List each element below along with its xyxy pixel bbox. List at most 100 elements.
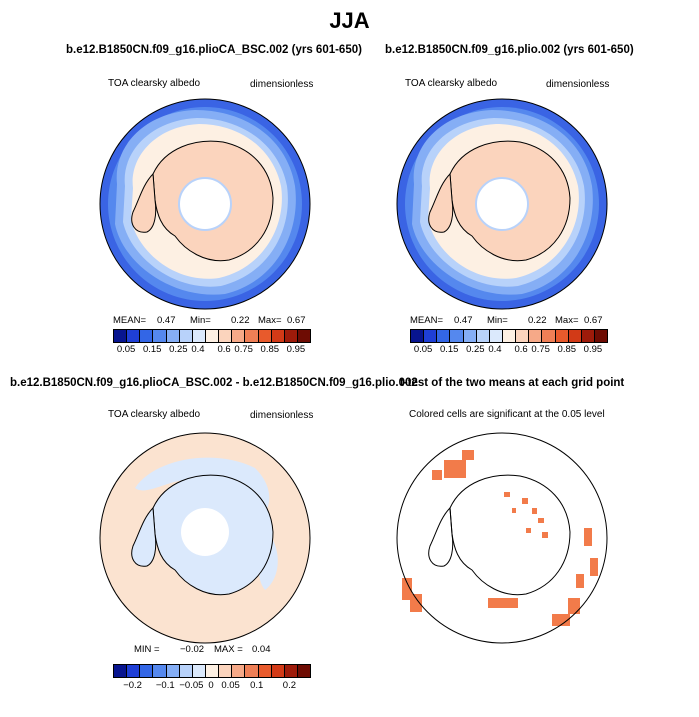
- map-border: [396, 432, 608, 644]
- colorbar-swatch: [555, 330, 569, 342]
- colorbar-swatch: [205, 665, 220, 677]
- colorbar-swatch: [140, 330, 154, 342]
- min-value-top-right: 0.22: [528, 315, 547, 326]
- significant-cell: [538, 518, 544, 523]
- colorbar-swatch: [245, 330, 259, 342]
- units-label-bottom-left: dimensionless: [250, 410, 314, 421]
- polar-data-gap: [181, 508, 229, 556]
- colorbar-swatch: [594, 330, 608, 342]
- significant-cell: [488, 598, 518, 608]
- colorbar-top-right: [410, 329, 608, 343]
- significant-cell: [590, 558, 598, 576]
- colorbar-tick-label: 0.6: [514, 344, 528, 355]
- colorbar-swatch: [232, 330, 246, 342]
- units-label-top-left: dimensionless: [250, 79, 314, 90]
- map-border: [396, 98, 608, 310]
- colorbar-swatch: [297, 665, 311, 677]
- mean-value-top-right: 0.47: [454, 315, 473, 326]
- significant-cell: [512, 508, 516, 513]
- colorbar-tick-label: 0.05: [413, 344, 433, 355]
- max-label-bottom-left: MAX =: [214, 644, 243, 655]
- colorbar-swatch: [489, 330, 503, 342]
- antarctic-peninsula: [131, 506, 157, 567]
- panel-title-bottom-left: b.e12.B1850CN.f09_g16.plioCA_BSC.002 - b…: [10, 377, 418, 389]
- colorbar-tick-label: 0.85: [557, 344, 577, 355]
- colorbar-swatch: [581, 330, 595, 342]
- significant-cell: [504, 492, 510, 497]
- significant-cell: [432, 470, 442, 480]
- colorbar-tick-label: 0.75: [531, 344, 550, 355]
- variable-label-top-right: TOA clearsky albedo: [405, 78, 498, 89]
- max-value-top-left: 0.67: [287, 315, 306, 326]
- colorbar-swatch: [153, 665, 167, 677]
- significant-cell: [402, 578, 412, 600]
- antarctic-peninsula: [131, 172, 157, 233]
- colorbar-swatch: [568, 330, 582, 342]
- colorbar-tick-label: 0.1: [250, 680, 264, 691]
- colorbar-swatch: [127, 330, 141, 342]
- colorbar-bottom-left: [113, 664, 311, 678]
- min-label-top-left: Min=: [190, 315, 211, 326]
- mean-value-top-left: 0.47: [157, 315, 176, 326]
- polar-data-gap: [178, 177, 232, 231]
- colorbar-tick-label: 0.05: [221, 680, 240, 691]
- antarctic-peninsula: [428, 506, 454, 567]
- panel-title-top-right: b.e12.B1850CN.f09_g16.plio.002 (yrs 601-…: [385, 44, 634, 56]
- colorbar-swatch: [140, 665, 154, 677]
- colorbar-tick-label: 0.4: [488, 344, 502, 355]
- significant-cells: [402, 450, 598, 626]
- significant-cell: [522, 498, 528, 504]
- colorbar-tick-label: 0.85: [260, 344, 280, 355]
- max-label-top-left: Max=: [258, 315, 282, 326]
- colorbar-swatch: [219, 665, 233, 677]
- map-background: [397, 433, 607, 643]
- colorbar-swatch: [516, 330, 530, 342]
- significance-note: Colored cells are significant at the 0.0…: [409, 409, 605, 420]
- significant-cell: [552, 614, 570, 626]
- units-label-top-right: dimensionless: [546, 79, 610, 90]
- colorbar-swatch: [153, 330, 167, 342]
- mean-label-top-left: MEAN=: [113, 315, 146, 326]
- colorbar-swatch: [271, 330, 285, 342]
- colorbar-swatch: [205, 330, 220, 342]
- colorbar-tick-label: 0.75: [234, 344, 253, 355]
- polar-map-top-right: [396, 98, 608, 310]
- colorbar-swatch: [258, 665, 272, 677]
- colorbar-swatch: [114, 330, 128, 342]
- max-label-top-right: Max=: [555, 315, 579, 326]
- polar-map-bottom-right: [396, 432, 608, 644]
- colorbar-swatch: [284, 330, 298, 342]
- colorbar-tick-label: 0.05: [116, 344, 136, 355]
- colorbar-swatch: [450, 330, 464, 342]
- colorbar-swatch: [297, 330, 311, 342]
- mean-label-top-right: MEAN=: [410, 315, 443, 326]
- colorbar-swatch: [166, 665, 180, 677]
- colorbar-swatch: [114, 665, 128, 677]
- significant-cell: [576, 574, 584, 588]
- colorbar-swatch: [542, 330, 556, 342]
- colorbar-top-left: [113, 329, 311, 343]
- min-label-top-right: Min=: [487, 315, 508, 326]
- polar-map-top-left: [99, 98, 311, 310]
- significant-cell: [462, 450, 474, 460]
- significant-cell: [444, 460, 466, 478]
- polar-map-bottom-left: [99, 432, 311, 644]
- colorbar-swatch: [411, 330, 425, 342]
- significant-cell: [568, 598, 580, 614]
- colorbar-swatch: [258, 330, 272, 342]
- colorbar-tick-label: 0.25: [169, 344, 188, 355]
- colorbar-swatch: [502, 330, 517, 342]
- antarctic-peninsula: [428, 172, 454, 233]
- colorbar-ticks-top-left: 0.05 0.15 0.25 0.4 0.6 0.75 0.85 0.95: [113, 344, 309, 356]
- colorbar-swatch: [271, 665, 285, 677]
- significant-cell: [584, 528, 592, 546]
- negative-anomaly-region: [135, 457, 270, 518]
- colorbar-swatch: [476, 330, 490, 342]
- colorbar-ticks-top-right: 0.05 0.15 0.25 0.4 0.6 0.75 0.85 0.95: [410, 344, 606, 356]
- variable-label-bottom-left: TOA clearsky albedo: [108, 409, 201, 420]
- colorbar-swatch: [179, 330, 193, 342]
- colorbar-tick-label: 0.15: [439, 344, 459, 355]
- colorbar-tick-label: 0.25: [466, 344, 485, 355]
- significant-cell: [526, 528, 531, 533]
- max-value-top-right: 0.67: [584, 315, 603, 326]
